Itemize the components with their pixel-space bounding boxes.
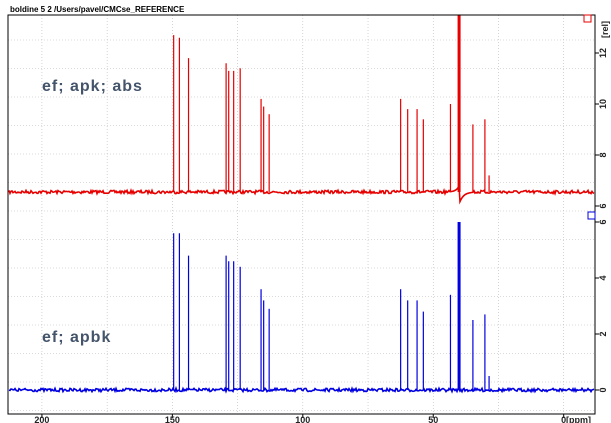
- y-axis-ticks: 6 8 10 12 0 2 4 6: [595, 48, 608, 393]
- top-trace-marker[interactable]: [583, 14, 592, 23]
- y-tick-label: 6: [598, 219, 608, 224]
- grid-lines: [8, 15, 595, 414]
- header-title: boldine 5 2 /Users/pavel/CMCse_REFERENCE: [10, 5, 185, 14]
- y-tick-label: 4: [598, 275, 608, 280]
- baseline-trace: [8, 385, 595, 394]
- y-tick-label: 0: [598, 387, 608, 392]
- y-tick-label: 2: [598, 331, 608, 336]
- y-tick-label: 8: [598, 152, 608, 157]
- y-tick-label: 10: [598, 99, 608, 109]
- x-axis-unit: [ppm]: [566, 415, 591, 423]
- x-tick-label: 100: [295, 415, 310, 423]
- bottom-trace-label: ef; apbk: [42, 329, 111, 346]
- y-tick-label: 6: [598, 203, 608, 208]
- x-tick-label: 50: [428, 415, 438, 423]
- top-trace-label: ef; apk; abs: [42, 78, 143, 95]
- x-tick-label: 150: [165, 415, 180, 423]
- baseline-trace: [8, 183, 595, 205]
- x-axis-ticks: 200 150 100 50 0: [34, 414, 566, 423]
- bottom-trace-marker[interactable]: [587, 211, 596, 220]
- y-axis-unit: [rel]: [600, 21, 610, 38]
- spectrum-traces: [8, 15, 595, 394]
- y-tick-label: 12: [598, 48, 608, 58]
- x-tick-label: 0: [561, 415, 566, 423]
- x-tick-label: 200: [34, 415, 49, 423]
